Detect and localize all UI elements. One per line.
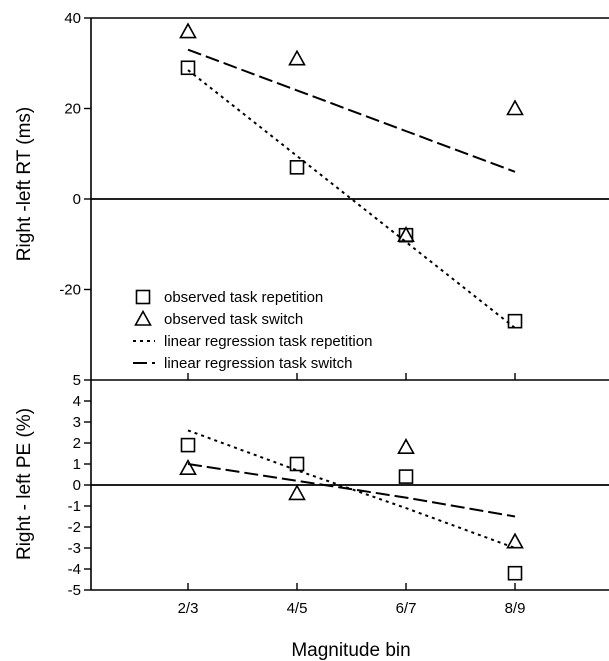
legend: observed task repetition observed task sw…	[133, 289, 372, 372]
bottom-switch-point	[506, 532, 524, 549]
legend-label: linear regression task switch	[164, 355, 352, 372]
top-repetition-point	[507, 313, 523, 329]
bottom-y-tick-label: -3	[68, 540, 81, 557]
legend-triangle-marker	[134, 309, 152, 326]
top-switch-point	[506, 99, 524, 116]
bottom-y-tick-label: 1	[73, 456, 81, 473]
legend-item: linear regression task switch	[133, 355, 352, 372]
bottom-y-tick-label: -2	[68, 519, 81, 536]
legend-label: observed task switch	[164, 311, 303, 328]
panel-bottom-pe: -5 -4 -3 -2 -1 0 1 2 3 4 5 2/3 4/5 6/7 8/9 Right - left…	[14, 372, 609, 617]
legend-label: linear regression task repetition	[164, 333, 372, 350]
bottom-y-tick-label: 3	[73, 414, 81, 431]
top-y-tick-label: -20	[59, 282, 81, 299]
legend-label: observed task repetition	[164, 289, 323, 306]
bottom-switch-point	[397, 438, 415, 455]
top-y-tick-label: 40	[64, 10, 81, 27]
legend-item: observed task repetition	[135, 289, 323, 306]
bottom-y-tick-label: 0	[73, 477, 81, 494]
x-tick-label: 6/7	[396, 600, 417, 617]
bottom-switch-point	[288, 484, 306, 501]
bottom-y-axis-title: Right - left PE (%)	[14, 408, 35, 560]
bottom-y-tick-label: 2	[73, 435, 81, 452]
bottom-switch-point	[179, 459, 197, 476]
bottom-y-tick-label: 4	[73, 393, 81, 410]
legend-square-marker	[135, 289, 151, 305]
bottom-regression-switch-line	[187, 463, 516, 518]
top-y-tick-label: 0	[73, 191, 81, 208]
top-switch-point	[397, 226, 415, 242]
x-tick-label: 4/5	[287, 600, 308, 617]
top-regression-switch-line	[187, 48, 516, 173]
bottom-y-tick-label: -5	[68, 582, 81, 599]
bottom-y-tick-label: -4	[68, 561, 81, 578]
top-switch-point	[288, 49, 306, 66]
top-repetition-point	[180, 60, 196, 76]
bottom-repetition-point	[180, 437, 196, 453]
bottom-repetition-point	[289, 456, 305, 472]
bottom-repetition-point	[398, 469, 414, 484]
legend-item: linear regression task repetition	[133, 333, 372, 350]
top-y-tick-label: 20	[64, 101, 81, 118]
bottom-y-tick-label: 5	[73, 372, 81, 389]
legend-item: observed task switch	[134, 309, 303, 328]
bottom-regression-repetition-line	[187, 429, 516, 549]
top-repetition-point	[289, 160, 305, 175]
top-switch-point	[179, 22, 197, 39]
x-tick-label: 2/3	[178, 600, 199, 617]
panel-top-rt: -20 0 20 40 Right -left RT (ms)	[14, 10, 609, 381]
bottom-repetition-point	[507, 565, 523, 581]
bottom-y-tick-label: -1	[68, 498, 81, 515]
top-y-axis-title: Right -left RT (ms)	[14, 107, 35, 262]
x-axis-title: Magnitude bin	[291, 640, 410, 661]
x-tick-label: 8/9	[505, 600, 526, 617]
